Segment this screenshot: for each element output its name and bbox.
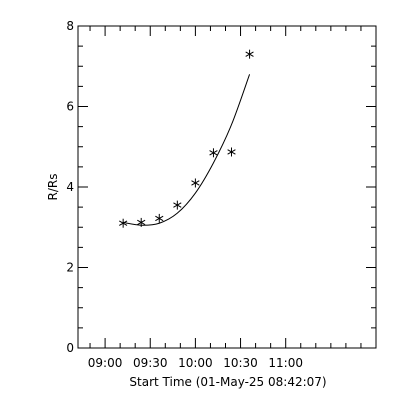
data-point (137, 217, 146, 227)
x-tick-label: 10:30 (223, 356, 258, 370)
plot-frame (77, 25, 377, 349)
data-point (209, 148, 218, 158)
x-axis-label: Start Time (01-May-25 08:42:07) (129, 375, 326, 389)
x-tick-label: 09:00 (88, 356, 123, 370)
x-tick-label: 09:30 (133, 356, 168, 370)
data-point (119, 218, 128, 228)
data-point (245, 49, 254, 59)
y-tick-label: 8 (66, 19, 74, 33)
y-tick-label: 4 (66, 180, 74, 194)
y-tick-label: 0 (66, 341, 74, 355)
data-point (173, 200, 182, 210)
x-tick-label: 11:00 (268, 356, 303, 370)
data-point (155, 213, 164, 223)
y-axis: 0 2 4 6 8 (66, 19, 376, 355)
y-axis-label: R/Rs (46, 174, 60, 201)
x-axis: 09:00 09:30 10:00 10:30 11:00 (88, 26, 377, 370)
data-point (227, 147, 236, 157)
fit-curve (123, 74, 251, 226)
x-tick-label: 10:00 (178, 356, 213, 370)
data-point (191, 178, 200, 188)
data-points (119, 49, 254, 228)
y-tick-label: 2 (66, 261, 74, 275)
y-tick-label: 6 (66, 100, 74, 114)
